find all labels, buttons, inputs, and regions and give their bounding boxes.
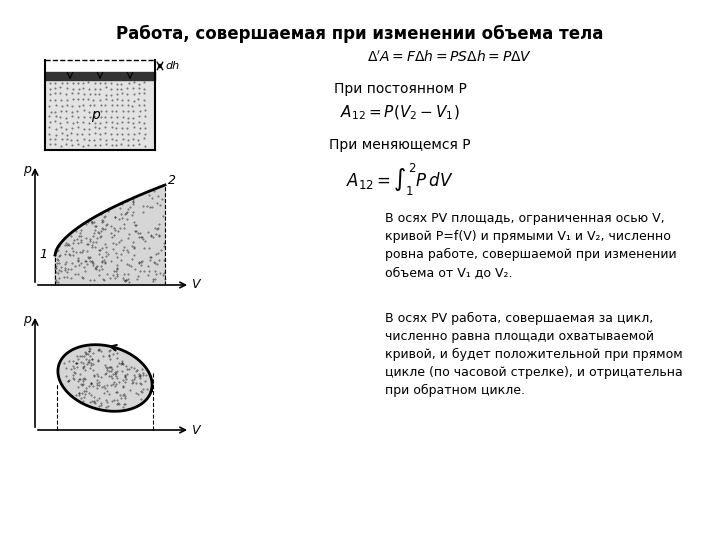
Text: V: V xyxy=(191,423,199,436)
Bar xyxy=(46,79,154,149)
Text: $A_{12} = \int_1^2 P\,dV$: $A_{12} = \int_1^2 P\,dV$ xyxy=(346,162,454,198)
Text: V: V xyxy=(191,279,199,292)
Text: dh: dh xyxy=(165,61,179,71)
Text: p: p xyxy=(23,314,31,327)
Text: При постоянном P: При постоянном P xyxy=(333,82,467,96)
Text: 1: 1 xyxy=(39,248,47,261)
Text: В осях PV работа, совершаемая за цикл,
численно равна площади охватываемой
криво: В осях PV работа, совершаемая за цикл, ч… xyxy=(385,312,683,397)
Text: $A_{12} = P(V_2 - V_1)$: $A_{12} = P(V_2 - V_1)$ xyxy=(340,104,460,123)
Polygon shape xyxy=(55,185,165,285)
Text: 2: 2 xyxy=(168,174,176,187)
Text: p: p xyxy=(91,108,99,122)
Text: При меняющемся P: При меняющемся P xyxy=(329,138,471,152)
Text: S: S xyxy=(96,60,104,73)
Text: Работа, совершаемая при изменении объема тела: Работа, совершаемая при изменении объема… xyxy=(117,25,603,43)
Text: В осях PV площадь, ограниченная осью V,
кривой P=f(V) и прямыми V₁ и V₂, численн: В осях PV площадь, ограниченная осью V, … xyxy=(385,212,677,279)
Polygon shape xyxy=(58,345,152,411)
Text: $\Delta'A = F\Delta h = PS\Delta h = P\Delta V$: $\Delta'A = F\Delta h = PS\Delta h = P\D… xyxy=(367,50,533,65)
Text: p: p xyxy=(23,164,31,177)
